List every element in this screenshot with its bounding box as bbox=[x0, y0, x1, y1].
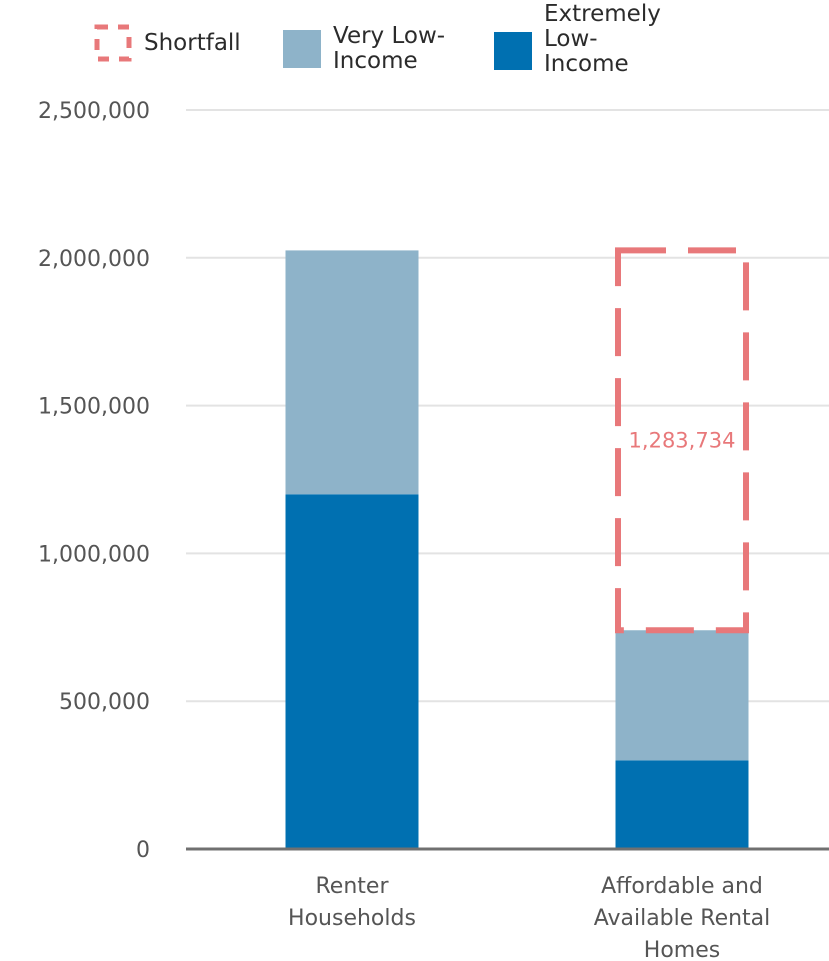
extremely-low-income-swatch bbox=[494, 31, 532, 70]
bar-segment bbox=[615, 630, 749, 761]
y-tick-label: 1,000,000 bbox=[38, 542, 150, 567]
legend-label-very-low-income: Very Low-Income bbox=[333, 23, 446, 74]
legend-item-very-low-income: Very Low-Income bbox=[283, 24, 453, 74]
category-label: Renter bbox=[316, 874, 390, 899]
legend-label-shortfall: Shortfall bbox=[144, 29, 241, 56]
bar-segment bbox=[285, 250, 419, 495]
y-tick-label: 1,500,000 bbox=[38, 395, 150, 420]
y-tick-label: 2,500,000 bbox=[38, 99, 150, 124]
very-low-income-swatch bbox=[283, 30, 321, 68]
bar-segment bbox=[285, 494, 419, 849]
category-label: Affordable and bbox=[601, 874, 763, 899]
y-tick-label: 500,000 bbox=[59, 690, 150, 715]
legend: Shortfall Very Low-Income Extremely Low-… bbox=[0, 0, 829, 100]
category-label: Available Rental bbox=[594, 906, 771, 931]
shortfall-dashed-swatch bbox=[94, 24, 132, 62]
y-tick-label: 2,000,000 bbox=[38, 247, 150, 272]
legend-label-extremely-low-income: Extremely Low-Income bbox=[544, 1, 661, 77]
shortfall-label: 1,283,734 bbox=[629, 428, 736, 452]
y-tick-label: 0 bbox=[136, 838, 150, 863]
shortfall-box bbox=[615, 247, 749, 634]
category-label: Households bbox=[288, 906, 416, 931]
category-label: Homes bbox=[644, 938, 720, 961]
bar-segment bbox=[615, 760, 749, 849]
legend-item-shortfall: Shortfall bbox=[94, 24, 241, 62]
legend-item-extremely-low-income: Extremely Low-Income bbox=[494, 2, 674, 77]
